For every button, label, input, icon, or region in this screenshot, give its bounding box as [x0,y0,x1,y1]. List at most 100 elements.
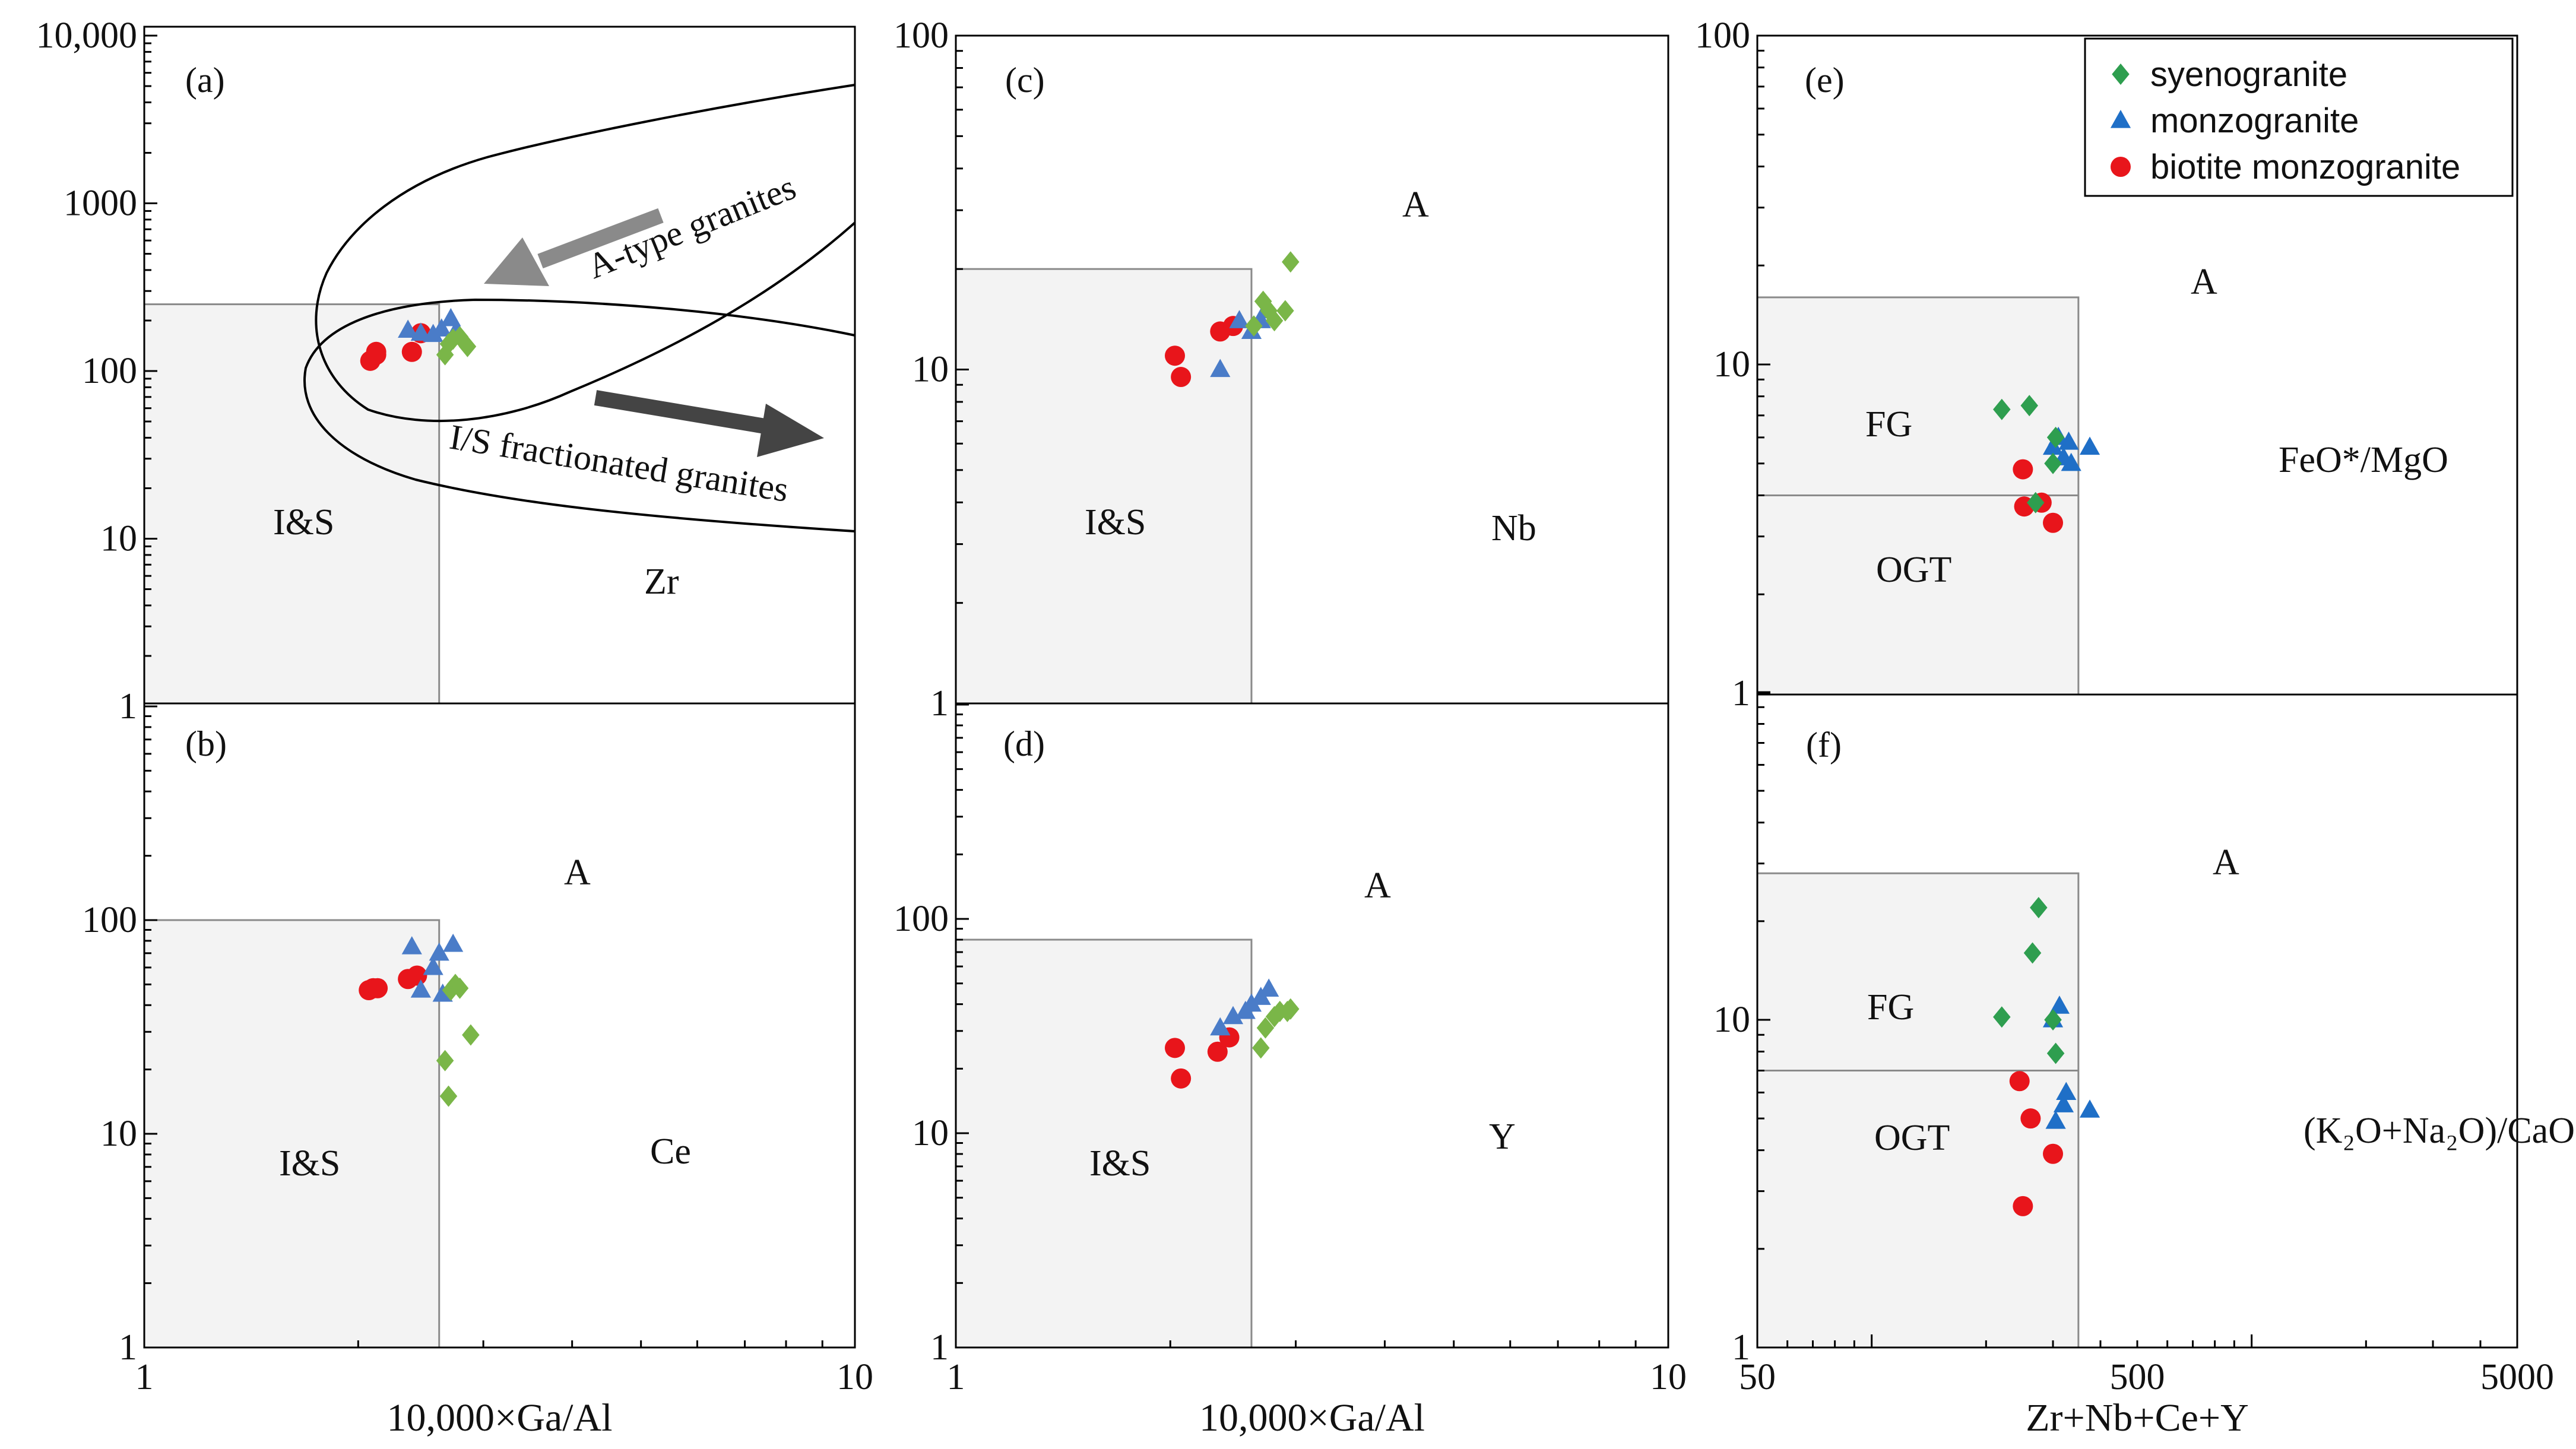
point-a-triangle-0 [398,319,419,338]
trend-curves [303,84,856,532]
panel-e-title: (e) [1805,61,1845,100]
ytick-label-e-10: 10 [1713,344,1750,385]
point-b-triangle-2 [423,956,443,975]
point-f-circle-2 [2020,1108,2041,1129]
legend-box [2084,37,2514,197]
point-f-circle-0 [2009,1071,2030,1092]
point-b-triangle-5 [443,933,464,952]
ytick-label-f-1: 1 [1732,1327,1750,1368]
xtick-label-right-5000: 5000 [2480,1357,2554,1397]
panel-e-region-1: FG [1865,404,1912,445]
point-f-diamond-2 [2030,896,2048,918]
point-e-triangle-5 [2079,436,2100,455]
point-e-triangle-4 [2061,452,2081,471]
legend-marker-monzogranite [2110,110,2131,128]
point-b-triangle-1 [410,979,431,998]
point-d-diamond-2 [1265,1006,1284,1028]
xaxis-title-middle: 10,000×Ga/Al [1199,1396,1425,1440]
point-d-diamond-5 [1282,998,1300,1020]
point-d-triangle-1 [1222,1006,1244,1025]
point-e-diamond-3 [2044,452,2062,474]
xtick-label-right-50: 50 [1739,1357,1776,1397]
point-c-diamond-4 [1276,300,1294,322]
panel-e-region-2: OGT [1876,550,1951,590]
panel-backgrounds [144,27,2517,1347]
panel-b-region-1: I&S [279,1143,340,1184]
point-d-diamond-1 [1256,1017,1275,1039]
point-f-triangle-2 [2049,995,2070,1014]
ytick-label-b-10: 10 [100,1114,137,1154]
point-a-circle-3 [401,341,422,362]
legend: syenogranite monzogranite biotite monzogra… [2084,37,2514,197]
panel-b-frame [143,702,856,1349]
point-f-diamond-0 [1993,1006,2011,1028]
legend-marker-syenogranite [2112,64,2130,85]
point-f-diamond-3 [2044,1009,2062,1031]
panel-c-title: (c) [1005,61,1045,100]
point-f-diamond-4 [2046,1042,2065,1064]
a-type-arrow-head [484,237,549,286]
ytick-label-c-100: 100 [893,15,949,56]
panel-e-region-0: A [2191,262,2217,302]
is-fractionated-granite-field [303,298,856,532]
panel-c-region-0: A [1402,185,1429,225]
point-e-diamond-1 [2020,395,2039,417]
point-b-diamond-0 [436,1050,454,1071]
point-b-diamond-1 [439,1085,458,1107]
panel-d-region-0: A [1364,865,1391,906]
xtick-label-middle-10: 10 [1650,1357,1687,1397]
panel-e-region-3: FeO*/MgO [2279,440,2448,480]
ytick-label-d-10: 10 [912,1113,949,1153]
ytick-label-a-10: 10 [100,519,137,559]
panel-a-region-0: I&S [273,502,334,543]
point-f-triangle-1 [2045,1111,2066,1129]
point-e-circle-0 [2013,459,2033,480]
point-f-triangle-4 [2056,1082,2077,1101]
panel-f-region-1: FG [1867,987,1914,1028]
ytick-label-d-1: 1 [930,1327,949,1368]
panel-f-region-0: A [2213,842,2239,883]
point-c-circle-1 [1171,367,1192,388]
point-d-triangle-3 [1241,993,1262,1012]
classification-fields [143,268,2080,1349]
panel-b-is-field [143,919,441,1349]
point-c-diamond-1 [1254,290,1272,312]
point-f-circle-1 [2013,1196,2033,1216]
ytick-label-e-100: 100 [1695,15,1750,56]
point-e-circle-3 [2043,512,2064,533]
point-a-triangle-3 [431,318,452,337]
point-b-diamond-4 [451,977,469,999]
point-a-circle-2 [366,341,386,362]
ytick-label-a-100: 100 [82,351,137,391]
ytick-label-e-1: 1 [1732,673,1750,714]
ytick-label-a-1000: 1000 [64,183,137,224]
point-b-circle-4 [407,965,427,986]
legend-label-biotite: biotite monzogranite [2150,148,2460,186]
point-f-diamond-1 [2023,942,2042,964]
panel-b-region-0: A [564,852,591,893]
panel-c-is-field [955,268,1253,705]
data-points [359,251,2100,1216]
panel-c-region-1: I&S [1085,502,1146,543]
point-c-diamond-0 [1245,315,1263,337]
fractionation-arrow-shaft [594,390,774,435]
legend-marker-biotite [2111,157,2131,177]
point-f-triangle-3 [2053,1094,2074,1112]
xtick-label-left-1: 1 [135,1357,154,1397]
legend-label-syenogranite: syenogranite [2150,55,2347,94]
ytick-label-c-1: 1 [930,683,949,724]
panel-c-region-2: Nb [1491,508,1536,548]
point-d-circle-0 [1164,1038,1185,1058]
panel-d-frame [955,702,1669,1349]
xtick-label-right-500: 500 [2110,1357,2165,1397]
point-a-triangle-1 [410,322,431,341]
ytick-label-b-100: 100 [82,900,137,940]
ytick-label-f-10: 10 [1713,1000,1750,1040]
xtick-label-left-10: 10 [837,1357,873,1397]
point-d-circle-1 [1171,1068,1192,1089]
panel-a-region-1: Zr [644,562,679,602]
point-b-diamond-5 [462,1024,480,1046]
point-e-diamond-4 [2046,426,2065,448]
panel-f-title: (f) [1806,725,1842,765]
